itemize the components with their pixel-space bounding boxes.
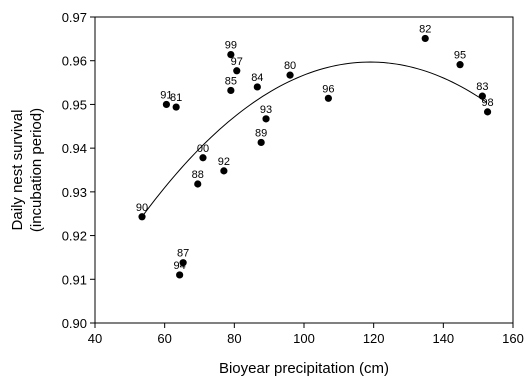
point-label: 95 [454, 50, 466, 62]
point-label: 81 [170, 92, 182, 104]
point-label: 83 [476, 81, 488, 93]
y-tick-label: 0.92 [62, 229, 87, 244]
point-label: 99 [225, 40, 237, 52]
data-point [172, 103, 180, 111]
data-point [253, 83, 261, 91]
x-tick-label: 40 [88, 331, 102, 346]
data-point [179, 259, 187, 267]
point-label: 96 [322, 83, 334, 95]
data-point [199, 154, 207, 162]
data-point [456, 61, 464, 69]
data-point [162, 100, 171, 109]
data-point [262, 115, 270, 123]
y-axis-ticks: 0.90 0.91 0.92 0.93 0.94 0.95 0.96 0.97 [62, 10, 95, 331]
y-axis-title-line1: Daily nest survival [9, 110, 26, 231]
data-point [138, 213, 146, 221]
point-label: 94 [174, 260, 186, 272]
y-tick-label: 0.90 [62, 316, 87, 331]
data-point [233, 67, 241, 75]
point-label: 90 [136, 202, 148, 214]
y-axis-title-line2: (incubation period) [28, 108, 45, 232]
point-label: 97 [231, 56, 243, 68]
data-point [227, 50, 235, 59]
plot-frame [94, 16, 514, 324]
point-label: 00 [197, 143, 209, 155]
data-point [286, 71, 294, 79]
point-label: 89 [255, 127, 267, 139]
x-tick-label: 100 [293, 331, 315, 346]
y-tick-label: 0.95 [62, 97, 87, 112]
data-point [483, 108, 492, 116]
y-tick-label: 0.93 [62, 185, 87, 200]
point-label: 84 [251, 72, 263, 84]
point-label: 91 [160, 89, 172, 101]
y-tick-label: 0.96 [62, 54, 87, 69]
y-tick-label: 0.91 [62, 272, 87, 287]
point-label: 82 [419, 23, 431, 35]
x-tick-label: 160 [502, 331, 524, 346]
data-point [227, 86, 235, 95]
data-point [194, 180, 202, 188]
point-label: 88 [192, 169, 204, 181]
fit-curve [141, 61, 488, 218]
point-label: 80 [284, 60, 296, 72]
data-point [176, 271, 184, 279]
y-tick-label: 0.94 [62, 141, 87, 156]
x-axis-ticks: 40 60 80 100 120 140 160 [88, 323, 524, 346]
data-point [220, 167, 228, 175]
point-label: 92 [218, 156, 230, 168]
y-tick-label: 0.97 [62, 10, 87, 25]
point-label: 93 [260, 104, 272, 116]
data-point [421, 34, 429, 43]
point-label: 98 [481, 97, 493, 109]
point-label: 87 [177, 248, 189, 260]
data-point [257, 138, 265, 147]
data-point [324, 94, 332, 102]
x-tick-label: 60 [157, 331, 171, 346]
x-tick-label: 140 [432, 331, 454, 346]
x-tick-label: 120 [363, 331, 385, 346]
x-tick-label: 80 [227, 331, 241, 346]
point-label: 85 [225, 75, 237, 87]
x-axis-title: Bioyear precipitation (cm) [219, 360, 389, 377]
data-point [478, 92, 486, 100]
